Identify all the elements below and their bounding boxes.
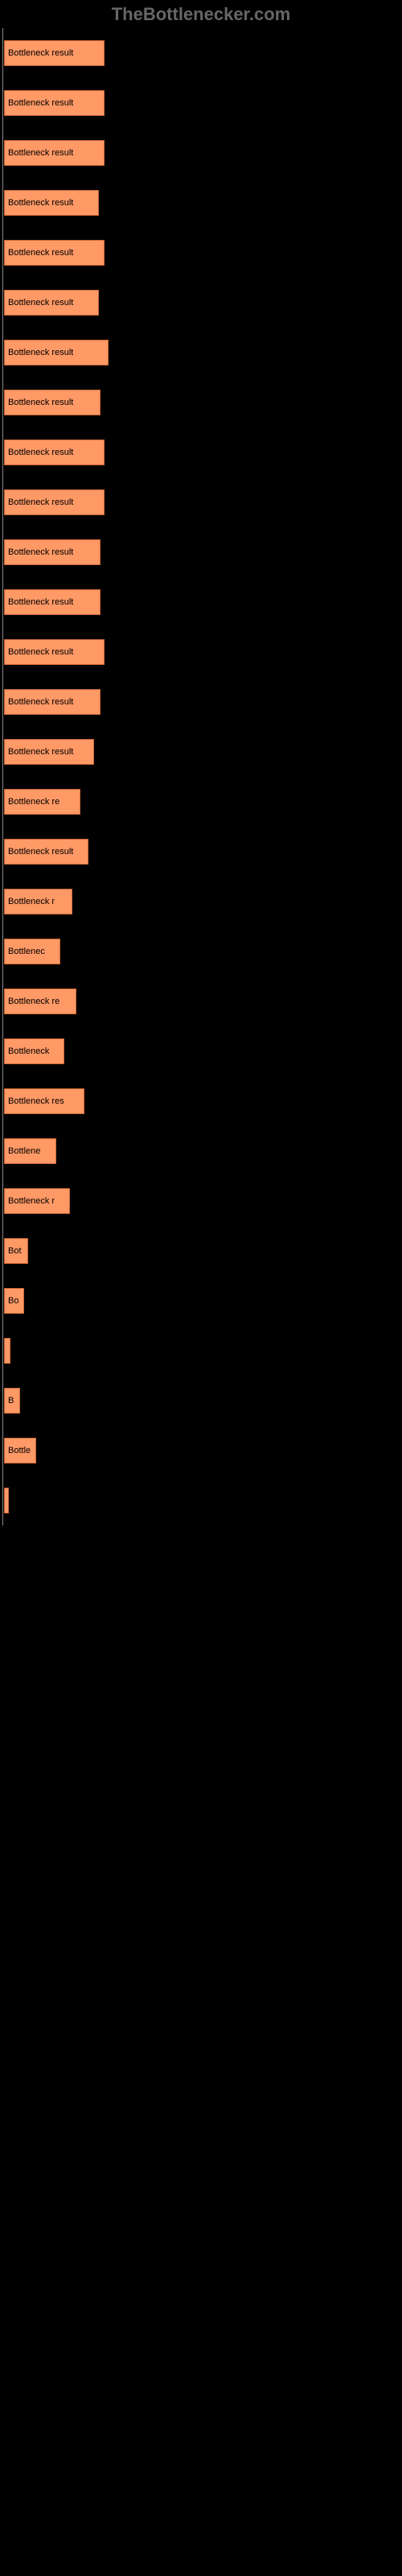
bar: Bottleneck result	[4, 489, 105, 515]
bar-row: Bottleneck result	[4, 577, 402, 627]
bar: Bottleneck re	[4, 989, 76, 1014]
bar-row	[4, 1326, 402, 1376]
bar-row: Bo	[4, 1276, 402, 1326]
bar-row: Bottleneck result	[4, 128, 402, 178]
bar: Bottleneck result	[4, 539, 100, 565]
bar: Bottleneck result	[4, 839, 88, 865]
bar: Bottleneck r	[4, 1188, 70, 1214]
bar	[4, 1338, 10, 1364]
bar-row: Bottleneck result	[4, 28, 402, 78]
bar: Bottleneck result	[4, 140, 105, 166]
bar-row: Bottleneck result	[4, 228, 402, 278]
bar: Bottleneck	[4, 1038, 64, 1064]
bars-container: Bottleneck result Bottleneck result Bottle…	[4, 28, 402, 1525]
bar-row: B	[4, 1376, 402, 1426]
bar-row: Bottleneck re	[4, 777, 402, 827]
bar-row: Bottleneck result	[4, 78, 402, 128]
bar-row: Bottleneck res	[4, 1076, 402, 1126]
bar: Bottleneck re	[4, 789, 80, 815]
bar-row: Bottleneck r	[4, 877, 402, 927]
bar: Bottlene	[4, 1138, 56, 1164]
bar: Bo	[4, 1288, 24, 1314]
bar-row: Bottleneck result	[4, 178, 402, 228]
bar	[4, 1488, 9, 1513]
bar: Bottleneck result	[4, 40, 105, 66]
bar-row: Bottleneck result	[4, 427, 402, 477]
bar: Bottleneck result	[4, 190, 99, 216]
bar-row: Bottleneck result	[4, 827, 402, 877]
bar: Bottleneck result	[4, 639, 105, 665]
bar: Bottleneck result	[4, 440, 105, 465]
bar-row: Bottleneck result	[4, 527, 402, 577]
bar-row: Bottlenec	[4, 927, 402, 976]
bar: Bottleneck result	[4, 340, 109, 365]
bar-row: Bottleneck result	[4, 278, 402, 328]
bar-row: Bot	[4, 1226, 402, 1276]
bar: Bottle	[4, 1438, 36, 1463]
bar: Bottleneck result	[4, 290, 99, 316]
bar: Bottleneck result	[4, 589, 100, 615]
bar: Bottleneck res	[4, 1088, 84, 1114]
y-axis-line	[2, 28, 3, 1525]
bar-row: Bottleneck	[4, 1026, 402, 1076]
bar-row: Bottlene	[4, 1126, 402, 1176]
bar-row: Bottleneck r	[4, 1176, 402, 1226]
bar-row: Bottleneck re	[4, 976, 402, 1026]
bar: Bottleneck result	[4, 689, 100, 715]
bar: Bottlenec	[4, 939, 60, 964]
bar-row: Bottleneck result	[4, 378, 402, 427]
bar-row: Bottle	[4, 1426, 402, 1476]
bar: Bottleneck r	[4, 889, 72, 914]
bar: Bottleneck result	[4, 240, 105, 266]
bar-row: Bottleneck result	[4, 328, 402, 378]
bar-row: Bottleneck result	[4, 727, 402, 777]
bar: Bottleneck result	[4, 390, 100, 415]
bar-row: Bottleneck result	[4, 677, 402, 727]
bar: Bot	[4, 1238, 28, 1264]
bar-row: Bottleneck result	[4, 477, 402, 527]
bar-row	[4, 1476, 402, 1525]
bar: Bottleneck result	[4, 90, 105, 116]
bar: B	[4, 1388, 20, 1414]
bar: Bottleneck result	[4, 739, 94, 765]
bar-row: Bottleneck result	[4, 627, 402, 677]
bar-chart: Bottleneck result Bottleneck result Bottle…	[0, 0, 402, 1525]
